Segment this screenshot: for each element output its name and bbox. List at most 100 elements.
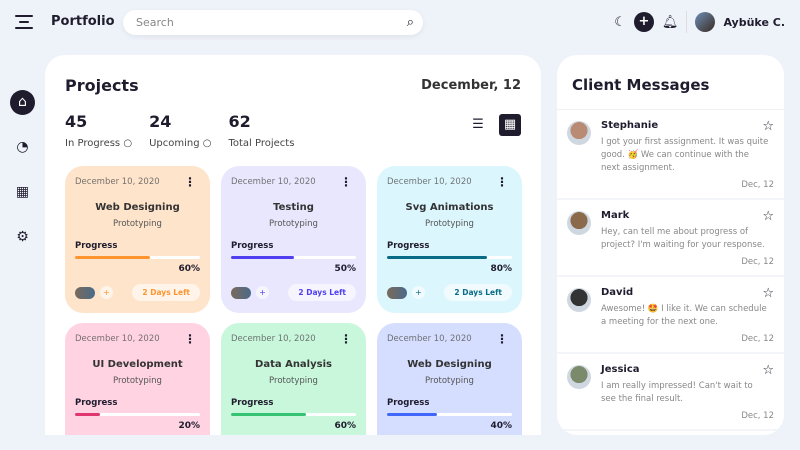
more-options-icon[interactable]: ⋮ xyxy=(184,332,196,346)
client-messages-panel: Client Messages Stephanie ☆ I got your f… xyxy=(557,55,784,435)
progress-percent: 60% xyxy=(334,421,356,431)
more-options-icon[interactable]: ⋮ xyxy=(496,332,508,346)
stat-item: 45 In Progress ○ xyxy=(65,112,132,150)
star-icon[interactable]: ☆ xyxy=(762,286,774,301)
project-card[interactable]: December 10, 2020 ⋮ Data Analysis Protot… xyxy=(221,323,366,435)
project-card[interactable]: December 10, 2020 ⋮ UI Development Proto… xyxy=(65,323,210,435)
card-subtitle: Prototyping xyxy=(269,376,318,386)
stat-label: Total Projects xyxy=(228,138,295,149)
card-title: Data Analysis xyxy=(255,359,332,370)
moon-icon[interactable]: ☾ xyxy=(614,14,626,30)
progress-label: Progress xyxy=(387,241,430,251)
calendar-icon[interactable]: ▦ xyxy=(15,184,30,200)
star-icon[interactable]: ☆ xyxy=(762,209,774,224)
search-icon[interactable]: ⌕ xyxy=(406,15,414,30)
sender-name: Mark xyxy=(601,210,630,221)
progress-percent: 40% xyxy=(490,421,512,431)
user-name[interactable]: Aybüke C. xyxy=(723,15,785,29)
participants-avatars xyxy=(387,286,407,299)
star-icon[interactable]: ☆ xyxy=(762,363,774,378)
stat-item: 24 Upcoming ○ xyxy=(149,112,211,150)
avatar xyxy=(567,211,591,235)
project-card[interactable]: December 10, 2020 ⋮ Web Designing Protot… xyxy=(65,166,210,313)
card-date: December 10, 2020 xyxy=(75,334,160,344)
message-date: Dec, 12 xyxy=(741,180,774,190)
progress-bar xyxy=(75,413,200,416)
participants-avatars xyxy=(75,286,95,299)
stat-value: 45 xyxy=(65,112,88,131)
add-participant-button[interactable]: + xyxy=(412,286,425,299)
star-icon[interactable]: ☆ xyxy=(762,119,774,134)
participants-avatars xyxy=(231,286,251,299)
progress-bar xyxy=(231,413,356,416)
grid-view-icon[interactable]: ▦ xyxy=(499,114,521,136)
stat-item: 62 Total Projects xyxy=(228,112,294,150)
avatar[interactable] xyxy=(695,12,716,32)
progress-percent: 60% xyxy=(178,264,200,274)
add-button[interactable]: + xyxy=(633,12,654,32)
card-subtitle: Prototyping xyxy=(425,376,474,386)
card-subtitle: Prototyping xyxy=(113,219,162,229)
progress-label: Progress xyxy=(387,398,430,408)
card-title: Testing xyxy=(273,202,314,213)
divider xyxy=(686,11,688,33)
card-date: December 10, 2020 xyxy=(387,177,472,187)
gear-icon[interactable]: ⚙ xyxy=(16,229,29,245)
stat-value: 24 xyxy=(149,112,172,131)
avatar xyxy=(567,365,591,389)
home-icon[interactable]: ⌂ xyxy=(10,90,35,115)
project-card[interactable]: December 10, 2020 ⋮ Testing Prototyping … xyxy=(221,166,366,313)
card-date: December 10, 2020 xyxy=(231,177,316,187)
message-item[interactable]: Mark ☆ Hey, can tell me about progress o… xyxy=(557,200,784,277)
card-date: December 10, 2020 xyxy=(231,334,316,344)
days-left-badge: 2 Days Left xyxy=(132,284,200,301)
message-text: Awesome! 🤩 I like it. We can schedule a … xyxy=(601,304,767,327)
message-text: I got your first assignment. It was quit… xyxy=(601,137,769,173)
project-card[interactable]: December 10, 2020 ⋮ Web Designing Protot… xyxy=(377,323,522,435)
bell-icon[interactable]: 🔔︎ xyxy=(661,14,679,30)
progress-label: Progress xyxy=(231,398,274,408)
menu-icon[interactable] xyxy=(15,15,33,33)
card-subtitle: Prototyping xyxy=(113,376,162,386)
chart-pie-icon[interactable]: ◔ xyxy=(16,139,29,155)
progress-bar xyxy=(231,256,356,259)
search-input[interactable]: Search ⌕ xyxy=(123,10,423,35)
progress-label: Progress xyxy=(231,241,274,251)
sidebar: ⌂ ◔ ▦ ⚙ xyxy=(10,90,35,270)
add-participant-button[interactable]: + xyxy=(100,286,113,299)
more-options-icon[interactable]: ⋮ xyxy=(496,175,508,189)
progress-percent: 50% xyxy=(334,264,356,274)
message-item[interactable]: Stephanie ☆ I got your first assignment.… xyxy=(557,110,784,200)
progress-percent: 20% xyxy=(178,421,200,431)
stat-label: Upcoming xyxy=(149,138,200,149)
page-title: Projects xyxy=(65,76,139,95)
message-text: I am really impressed! Can't wait to see… xyxy=(601,381,753,404)
sender-name: Jessica xyxy=(601,364,640,375)
top-bar: Portfolio Search ⌕ ☾ + 🔔︎ Aybüke C. xyxy=(0,0,800,45)
progress-bar xyxy=(75,256,200,259)
more-options-icon[interactable]: ⋮ xyxy=(340,175,352,189)
more-options-icon[interactable]: ⋮ xyxy=(184,175,196,189)
message-date: Dec, 12 xyxy=(741,257,774,267)
message-text: Hey, can tell me about progress of proje… xyxy=(601,227,765,250)
progress-bar xyxy=(387,413,512,416)
project-card[interactable]: December 10, 2020 ⋮ Svg Animations Proto… xyxy=(377,166,522,313)
message-item[interactable]: Jessica ☆ I am really impressed! Can't w… xyxy=(557,354,784,431)
circle-icon: ○ xyxy=(199,138,212,149)
app-title: Portfolio xyxy=(51,14,115,29)
days-left-badge: 2 Days Left xyxy=(288,284,356,301)
add-participant-button[interactable]: + xyxy=(256,286,269,299)
card-title: Web Designing xyxy=(95,202,180,213)
projects-panel: Projects December, 12 45 In Progress ○ 24 U… xyxy=(45,55,541,435)
sender-name: Stephanie xyxy=(601,120,659,131)
message-date: Dec, 12 xyxy=(741,334,774,344)
card-title: Svg Animations xyxy=(405,202,494,213)
message-item[interactable]: David ☆ Awesome! 🤩 I like it. We can sch… xyxy=(557,277,784,354)
list-view-icon[interactable]: ☰ xyxy=(472,117,484,132)
stat-label: In Progress xyxy=(65,138,121,149)
more-options-icon[interactable]: ⋮ xyxy=(340,332,352,346)
card-title: UI Development xyxy=(92,359,183,370)
avatar xyxy=(567,121,591,145)
search-placeholder: Search xyxy=(136,16,174,29)
card-title: Web Designing xyxy=(407,359,492,370)
